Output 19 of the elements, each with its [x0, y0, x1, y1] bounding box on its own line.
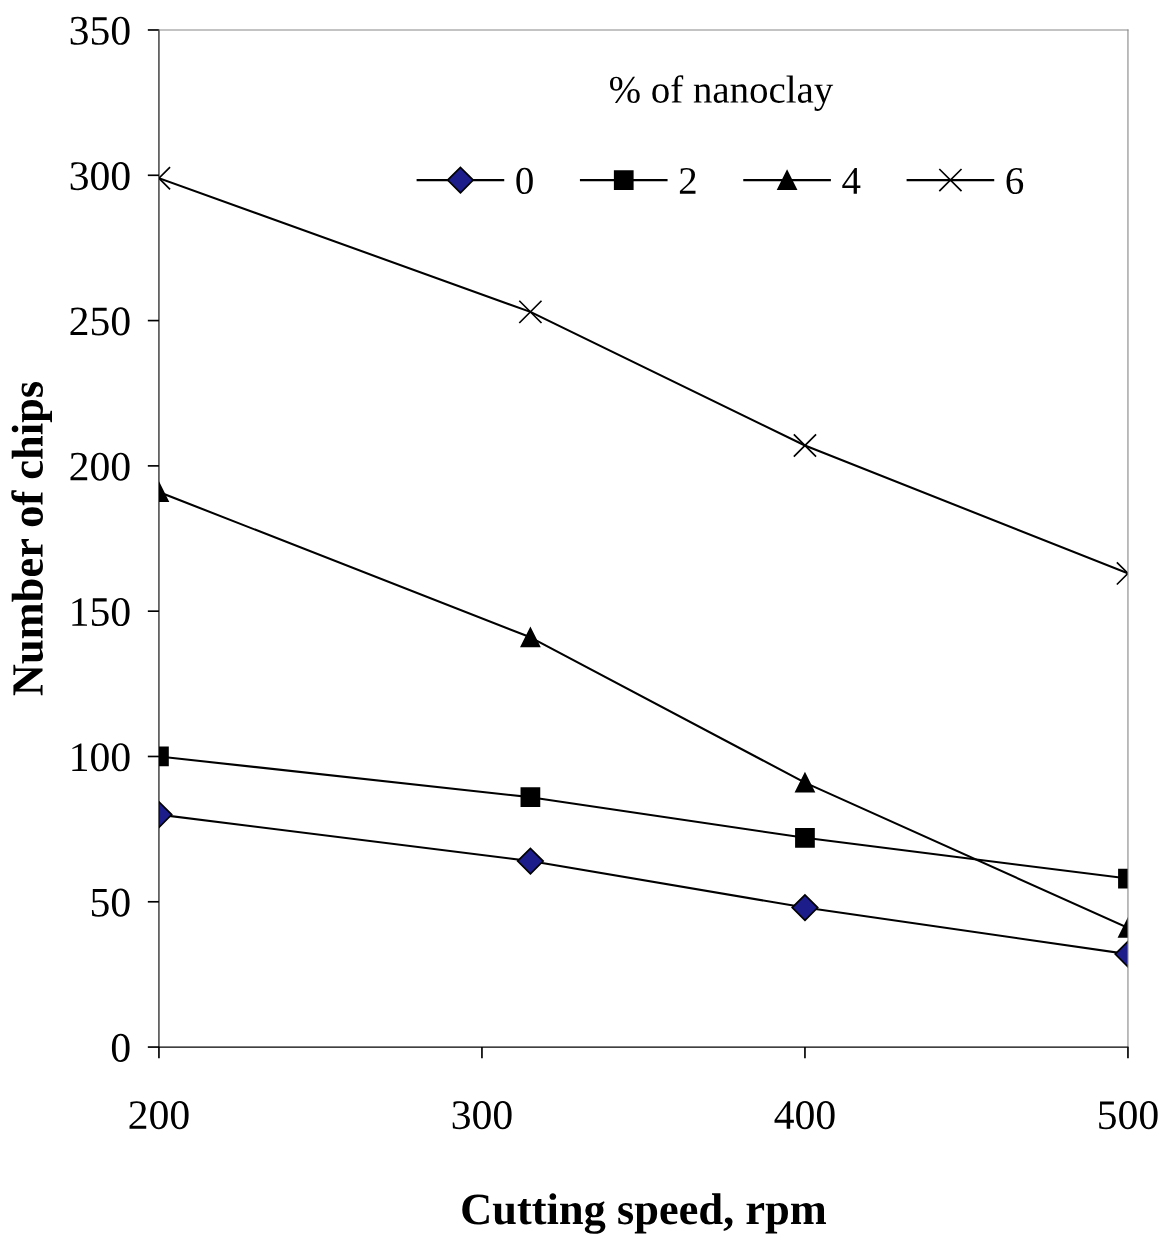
- legend-label: 4: [842, 168, 861, 194]
- y-tick-label: 150: [72, 597, 130, 627]
- x-axis-title: Cutting speed, rpm: [462, 1193, 827, 1234]
- y-tick-label: 300: [70, 162, 130, 191]
- legend-label: 0: [516, 167, 533, 195]
- y-tick-label: 0: [111, 1033, 130, 1062]
- legend-label: 6: [1006, 167, 1024, 195]
- x-tick-label: 400: [774, 1101, 835, 1130]
- y-tick-label: 250: [70, 307, 130, 336]
- x-tick-label: 200: [129, 1101, 189, 1130]
- y-tick-label: 50: [91, 888, 130, 917]
- y-axis-title: Number of chips: [11, 381, 52, 696]
- legend-label: 2: [679, 167, 696, 194]
- y-tick-label: 350: [70, 16, 130, 45]
- legend-title: % of nanoclay: [610, 75, 834, 111]
- y-tick-label: 100: [72, 743, 130, 772]
- x-tick-label: 500: [1099, 1101, 1158, 1130]
- x-tick-label: 300: [452, 1101, 512, 1130]
- y-tick-label: 200: [70, 452, 130, 481]
